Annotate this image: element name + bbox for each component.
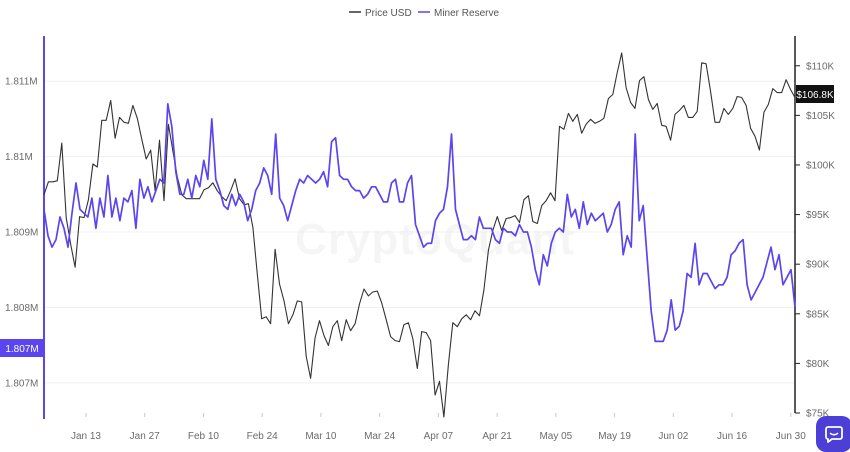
x-tick-label: Jan 13	[71, 431, 101, 442]
left-tick-label: 1.809M	[5, 228, 38, 239]
left-tick-label: 1.807M	[5, 378, 38, 389]
x-tick-label: Mar 24	[364, 431, 396, 442]
legend-label-price: Price USD	[365, 8, 412, 19]
current-value-left-label: 1.807M	[5, 344, 38, 355]
current-value-right-label: $106.8K	[796, 90, 834, 101]
x-tick-label: May 19	[598, 431, 631, 442]
series-lines	[43, 52, 796, 418]
chat-button[interactable]	[816, 416, 850, 452]
right-tick-label: $75K	[806, 409, 830, 420]
current-value-left-bg	[0, 339, 44, 357]
left-tick-labels: 1.807M 1.808M 1.809M 1.81M 1.811M	[5, 77, 38, 390]
current-value-right: $106.8K	[796, 85, 834, 103]
x-tick-label: Feb 24	[247, 431, 279, 442]
gridlines	[44, 80, 795, 384]
right-tick-label: $110K	[806, 61, 835, 72]
x-tick-label: Jun 02	[658, 431, 688, 442]
left-tick-label: 1.811M	[5, 77, 38, 88]
x-tick-label: Apr 07	[424, 431, 454, 442]
x-tick-label: Apr 21	[482, 431, 512, 442]
legend-label-miner-reserve: Miner Reserve	[434, 8, 499, 19]
series-line-price-usd	[43, 52, 796, 418]
right-tick-label: $100K	[806, 160, 835, 171]
x-tick-labels: Jan 13 Jan 27 Feb 10 Feb 24 Mar 10 Mar 24 Apr …	[71, 413, 806, 442]
legend: Price USD Miner Reserve	[349, 8, 499, 19]
right-tick-label: $90K	[806, 260, 830, 271]
left-tick-label: 1.81M	[5, 152, 33, 163]
series-line-miner-reserve	[43, 103, 796, 343]
right-tick-label: $105K	[806, 111, 835, 122]
chat-bubble-icon	[825, 426, 843, 443]
x-tick-label: Jun 16	[717, 431, 747, 442]
x-tick-label: Mar 10	[305, 431, 337, 442]
x-tick-label: Jun 30	[776, 431, 806, 442]
x-tick-label: May 05	[539, 431, 572, 442]
current-value-left: 1.807M	[0, 339, 44, 357]
right-tick-label: $85K	[806, 309, 830, 320]
x-tick-label: Jan 27	[130, 431, 160, 442]
left-tick-label: 1.808M	[5, 303, 38, 314]
right-tick-labels: $75K $80K $85K $90K $95K $100K $105K $110K	[795, 61, 835, 420]
right-tick-label: $95K	[806, 210, 830, 221]
x-tick-label: Feb 10	[188, 431, 220, 442]
current-value-right-bg	[796, 85, 834, 103]
right-tick-label: $80K	[806, 359, 830, 370]
